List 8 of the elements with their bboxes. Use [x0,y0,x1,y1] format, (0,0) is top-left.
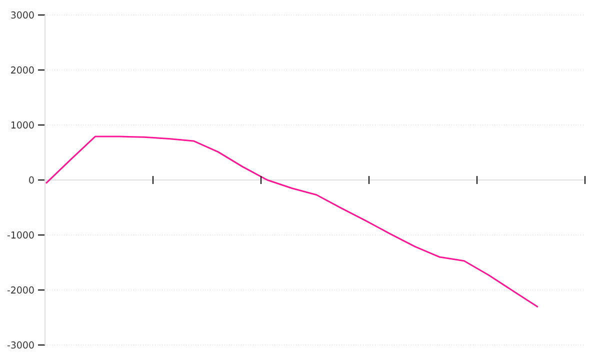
y-tick-label: 3000 [11,11,34,19]
y-tick-label: -2000 [7,286,34,294]
y-tick-label: 2000 [11,66,34,74]
y-tick-label: 0 [29,176,34,184]
y-tick-label: 1000 [11,121,34,129]
line-series [45,136,539,308]
y-tick-label: -3000 [7,341,34,349]
y-tick-label: -1000 [7,231,34,239]
